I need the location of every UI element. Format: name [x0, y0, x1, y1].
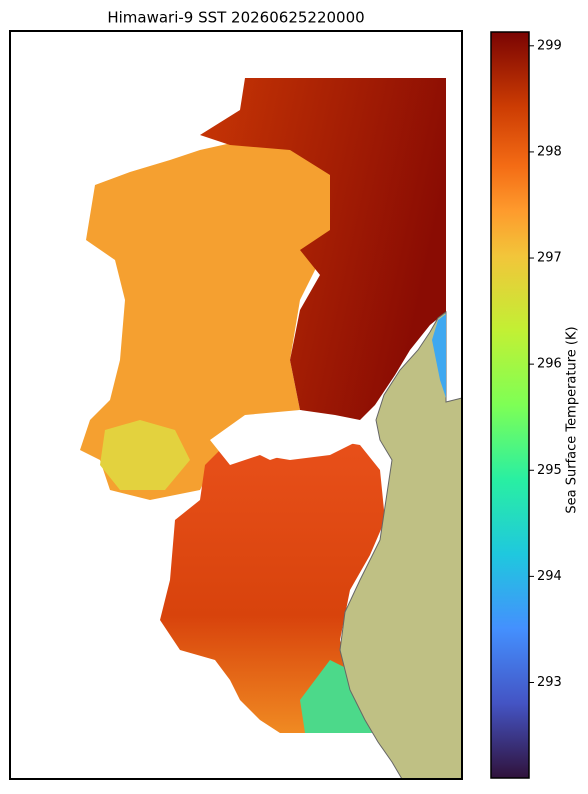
sst-south	[160, 440, 385, 733]
colorbar-tick-label: 294	[537, 569, 562, 584]
colorbar-tick-label: 293	[537, 675, 562, 690]
colorbar-label: Sea Surface Temperature (K)	[565, 326, 580, 513]
colorbar-tick-label: 295	[537, 463, 562, 478]
map-frame	[9, 30, 463, 780]
map	[9, 30, 463, 780]
sst-south-coast	[300, 660, 372, 733]
sst-north	[200, 78, 446, 420]
colorbar-tick-label: 296	[537, 357, 562, 372]
colorbar-tick-label: 299	[537, 38, 562, 53]
colorbar-gradient	[490, 31, 530, 779]
colorbar-tick-label: 298	[537, 144, 562, 159]
map-title: Himawari-9 SST 20260625220000	[107, 9, 364, 27]
sst-field	[80, 140, 340, 500]
colorbar: Sea Surface Temperature (K) 293 294 295 296…	[490, 31, 580, 779]
colorbar-tick-label: 297	[537, 251, 562, 266]
sst-cool-patch	[100, 420, 190, 490]
land	[339, 311, 463, 780]
cloud-gap	[210, 410, 360, 465]
sst-coast-cool	[432, 314, 446, 398]
